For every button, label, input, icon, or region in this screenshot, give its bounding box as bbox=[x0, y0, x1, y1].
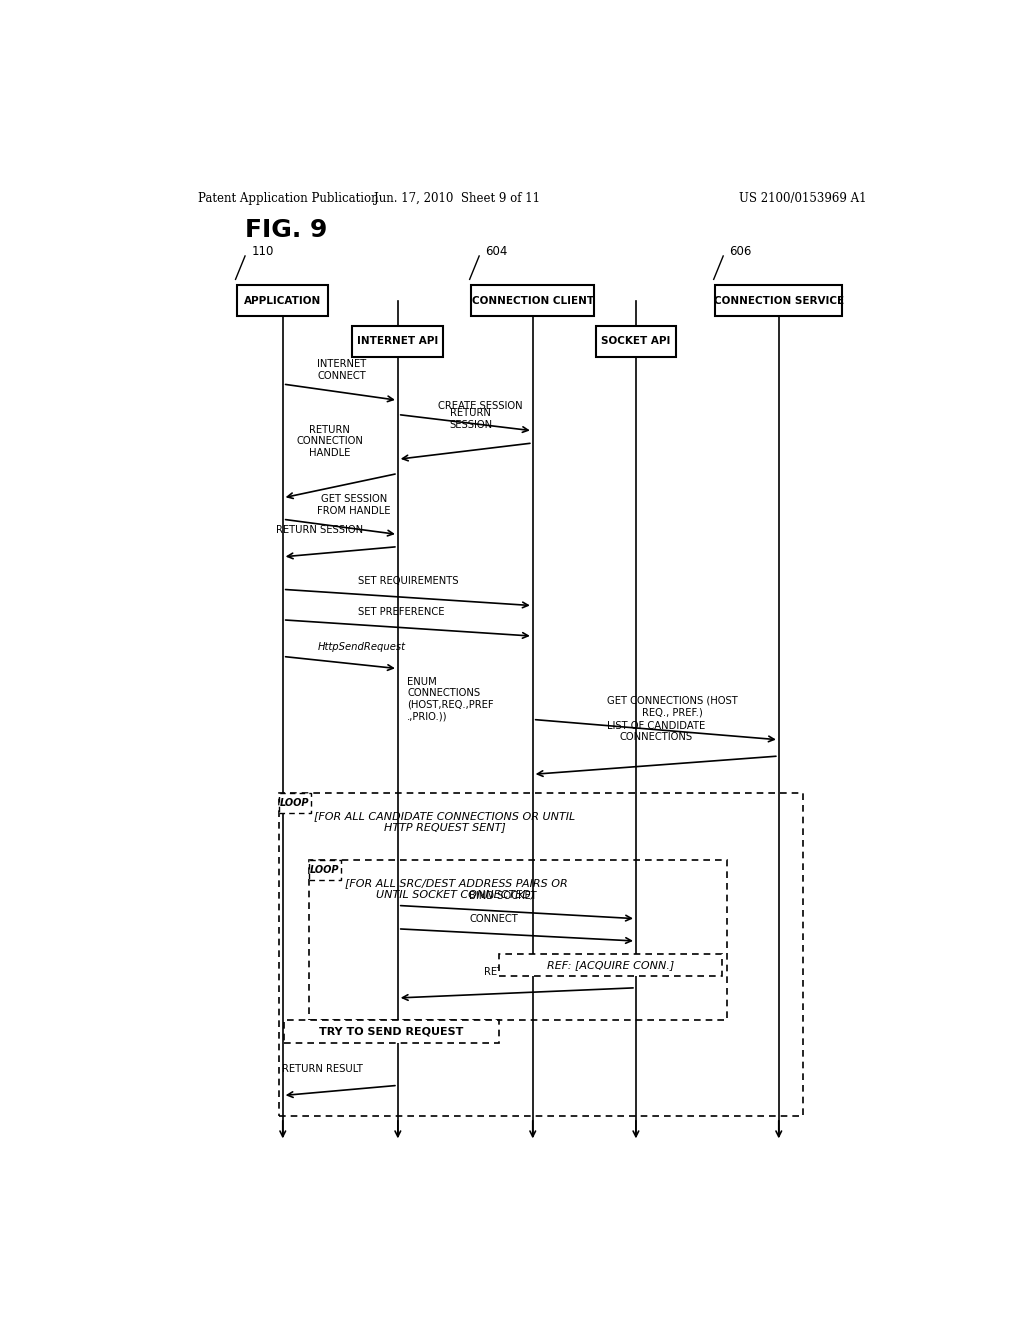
Text: LOOP: LOOP bbox=[280, 797, 309, 808]
Text: SET PREFERENCE: SET PREFERENCE bbox=[357, 607, 444, 616]
Bar bbox=[309, 859, 727, 1020]
Text: RETURN SESSION: RETURN SESSION bbox=[276, 525, 364, 536]
Text: SOCKET API: SOCKET API bbox=[601, 337, 671, 346]
Text: Patent Application Publication: Patent Application Publication bbox=[198, 191, 379, 205]
Text: ENUM
CONNECTIONS
(HOST,REQ.,PREF
.,PRIO.)): ENUM CONNECTIONS (HOST,REQ.,PREF .,PRIO.… bbox=[408, 677, 494, 722]
Text: REF: [ACQUIRE CONN.]: REF: [ACQUIRE CONN.] bbox=[547, 960, 674, 970]
Text: LIST OF CANDIDATE
CONNECTIONS: LIST OF CANDIDATE CONNECTIONS bbox=[606, 721, 705, 742]
Bar bbox=[238, 285, 329, 315]
Text: RETURN
CONNECTION
HANDLE: RETURN CONNECTION HANDLE bbox=[296, 425, 364, 458]
Text: APPLICATION: APPLICATION bbox=[244, 296, 322, 306]
Text: CONNECT: CONNECT bbox=[469, 915, 518, 924]
Text: RETURN RESULT: RETURN RESULT bbox=[283, 1064, 364, 1074]
Text: SET REQUIREMENTS: SET REQUIREMENTS bbox=[357, 576, 459, 586]
Bar bbox=[309, 859, 341, 880]
Bar bbox=[500, 954, 722, 975]
Text: 604: 604 bbox=[485, 246, 508, 259]
Bar bbox=[596, 326, 676, 356]
Text: CREATE SESSION: CREATE SESSION bbox=[438, 401, 523, 412]
Bar bbox=[279, 792, 310, 813]
Text: RETURN RESULT: RETURN RESULT bbox=[483, 966, 564, 977]
Text: CONNECTION SERVICE: CONNECTION SERVICE bbox=[714, 296, 844, 306]
Text: GET SESSION
FROM HANDLE: GET SESSION FROM HANDLE bbox=[317, 494, 391, 516]
Bar bbox=[471, 285, 594, 315]
Text: INTERNET API: INTERNET API bbox=[357, 337, 438, 346]
Text: RETURN
SESSION: RETURN SESSION bbox=[450, 408, 493, 430]
Text: 606: 606 bbox=[729, 246, 752, 259]
Text: BIND SOCKET: BIND SOCKET bbox=[469, 891, 537, 902]
Text: Jun. 17, 2010  Sheet 9 of 11: Jun. 17, 2010 Sheet 9 of 11 bbox=[375, 191, 541, 205]
Bar bbox=[352, 326, 443, 356]
Text: LOOP: LOOP bbox=[310, 865, 340, 875]
Text: GET CONNECTIONS (HOST
REQ., PREF.): GET CONNECTIONS (HOST REQ., PREF.) bbox=[606, 696, 737, 718]
Text: FIG. 9: FIG. 9 bbox=[246, 218, 328, 242]
Bar bbox=[715, 285, 842, 315]
Text: US 2100/0153969 A1: US 2100/0153969 A1 bbox=[738, 191, 866, 205]
Text: [FOR ALL CANDIDATE CONNECTIONS OR UNTIL
HTTP REQUEST SENT]: [FOR ALL CANDIDATE CONNECTIONS OR UNTIL … bbox=[314, 810, 575, 833]
Text: HttpSendRequest: HttpSendRequest bbox=[317, 642, 406, 652]
Text: TRY TO SEND REQUEST: TRY TO SEND REQUEST bbox=[319, 1027, 464, 1036]
Text: [FOR ALL SRC/DEST ADDRESS PAIRS OR
UNTIL SOCKET CONNECTED): [FOR ALL SRC/DEST ADDRESS PAIRS OR UNTIL… bbox=[345, 878, 567, 900]
Text: 110: 110 bbox=[252, 246, 273, 259]
Bar bbox=[279, 792, 803, 1115]
Text: INTERNET
CONNECT: INTERNET CONNECT bbox=[317, 359, 367, 380]
Text: CONNECTION CLIENT: CONNECTION CLIENT bbox=[472, 296, 594, 306]
Bar bbox=[284, 1020, 500, 1043]
